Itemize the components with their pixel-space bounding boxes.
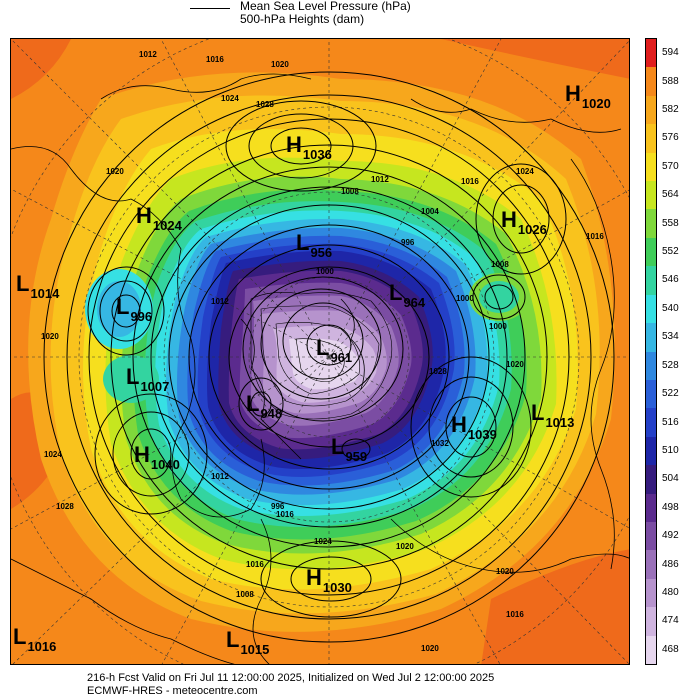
model-source-text: ECMWF-HRES - meteocentre.com	[87, 685, 258, 697]
colorbar-swatch	[646, 181, 656, 210]
colorbar-swatch	[646, 294, 656, 324]
colorbar-level-label: 480	[662, 586, 679, 598]
map-footer: 216-h Fcst Valid on Fri Jul 11 12:00:00 …	[0, 668, 681, 700]
colorbar-level-label: 528	[662, 359, 679, 371]
isobar-label: 996	[271, 502, 285, 511]
colorbar-level-label: 570	[662, 160, 679, 172]
colorbar-level-label: 498	[662, 501, 679, 513]
height-fill-trough-sw-546	[103, 355, 159, 403]
isobar-label: 1032	[431, 439, 449, 448]
isobar-label: 1012	[211, 297, 229, 306]
colorbar-swatch	[646, 521, 656, 551]
isobar-label: 1016	[206, 55, 224, 64]
colorbar-swatch	[646, 124, 656, 154]
isobar-label: 1020	[106, 167, 124, 176]
colorbar-level-label: 546	[662, 274, 679, 286]
colorbar-swatch	[646, 209, 656, 239]
isobar-label: 1020	[396, 542, 414, 551]
isobar-line-sample	[190, 8, 230, 9]
isobar-label: 1000	[489, 322, 507, 331]
height-fill-trough-west-534	[97, 281, 141, 337]
isobar-label: 1016	[276, 510, 294, 519]
colorbar-level-label: 576	[662, 132, 679, 144]
inner-isobars	[250, 292, 393, 420]
isobar-label: 1000	[316, 267, 334, 276]
isobar-label: 1028	[256, 100, 274, 109]
colorbar-level-label: 540	[662, 302, 679, 314]
colorbar-level-label: 582	[662, 104, 679, 116]
isobar-label: 1016	[246, 560, 264, 569]
isobar-label: 1024	[314, 537, 332, 546]
isobar-label: 1024	[44, 450, 62, 459]
isobar-label: 1016	[586, 232, 604, 241]
mslp-legend-label: Mean Sea Level Pressure (hPa)	[240, 0, 411, 13]
map-canvas: 1012 1016 1020 1024 1028 1008 1012 1004 996 1000 1…	[11, 39, 629, 664]
colorbar-swatch	[646, 408, 656, 438]
isobar-label: 1020	[506, 360, 524, 369]
isobar-label: 1012	[211, 472, 229, 481]
colorbar-level-label: 552	[662, 246, 679, 258]
colorbar-level-label: 474	[662, 615, 679, 627]
isobar-label: 1024	[516, 167, 534, 176]
isobar-label: 1024	[221, 94, 239, 103]
colorbar-swatch	[646, 152, 656, 182]
isobar-label: 1004	[421, 207, 439, 216]
isobars	[43, 71, 615, 643]
colorbar-swatch	[646, 266, 656, 296]
colorbar-level-label: 588	[662, 75, 679, 87]
colorbar-swatch	[646, 351, 656, 381]
isobar-label: 1016	[461, 177, 479, 186]
coastlines	[11, 73, 629, 664]
colorbar-level-label: 492	[662, 530, 679, 542]
colorbar-swatch	[646, 607, 656, 637]
isobar-label: 1008	[491, 260, 509, 269]
map-legend: Mean Sea Level Pressure (hPa) 500-hPa He…	[0, 0, 681, 38]
heights-legend-label: 500-hPa Heights (dam)	[240, 12, 365, 26]
colorbar-swatch	[646, 67, 656, 97]
colorbar-level-label: 486	[662, 558, 679, 570]
colorbar-swatch	[646, 379, 656, 409]
colorbar-swatch	[646, 436, 656, 466]
colorbar-swatch	[646, 635, 656, 665]
colorbar-swatch	[646, 237, 656, 267]
isobar-label: 996	[401, 238, 415, 247]
polar-stereographic-map: 1012 1016 1020 1024 1028 1008 1012 1004 996 1000 1…	[10, 38, 630, 665]
isobar-label: 1016	[506, 610, 524, 619]
colorbar-swatch	[646, 465, 656, 495]
isobar-label: 1008	[341, 187, 359, 196]
forecast-valid-text: 216-h Fcst Valid on Fri Jul 11 12:00:00 …	[87, 672, 495, 684]
colorbar-level-label: 468	[662, 643, 679, 655]
height-colorbar	[645, 38, 657, 665]
isobar-label: 1020	[41, 332, 59, 341]
colorbar-level-label: 564	[662, 189, 679, 201]
colorbar-swatch	[646, 95, 656, 125]
colorbar-swatch	[646, 323, 656, 352]
colorbar-swatch	[646, 493, 656, 523]
height-fill-594-se	[481, 549, 629, 664]
isobar-label: 1000	[456, 294, 474, 303]
isobar-label: 1008	[236, 590, 254, 599]
colorbar-swatch	[646, 578, 656, 608]
colorbar-level-label: 594	[662, 47, 679, 59]
isobar-label: 1020	[496, 567, 514, 576]
isobar-label: 1020	[421, 644, 439, 653]
isobar-labels: 1012 1016 1020 1024 1028 1008 1012 1004 996 1000 1…	[41, 50, 604, 653]
height-fill-594-ne	[441, 39, 629, 79]
isobar-label: 1012	[139, 50, 157, 59]
colorbar-level-label: 510	[662, 444, 679, 456]
isobar-label: 1012	[371, 175, 389, 184]
colorbar-level-label: 558	[662, 217, 679, 229]
isobar-label: 1020	[271, 60, 289, 69]
colorbar-level-label: 534	[662, 331, 679, 343]
isobar-label: 1028	[56, 502, 74, 511]
colorbar-swatch	[646, 550, 656, 580]
colorbar-level-label: 504	[662, 473, 679, 485]
colorbar-level-label: 522	[662, 388, 679, 400]
colorbar-level-label: 516	[662, 416, 679, 428]
isobar-label: 1028	[429, 367, 447, 376]
colorbar-swatch	[646, 39, 656, 68]
